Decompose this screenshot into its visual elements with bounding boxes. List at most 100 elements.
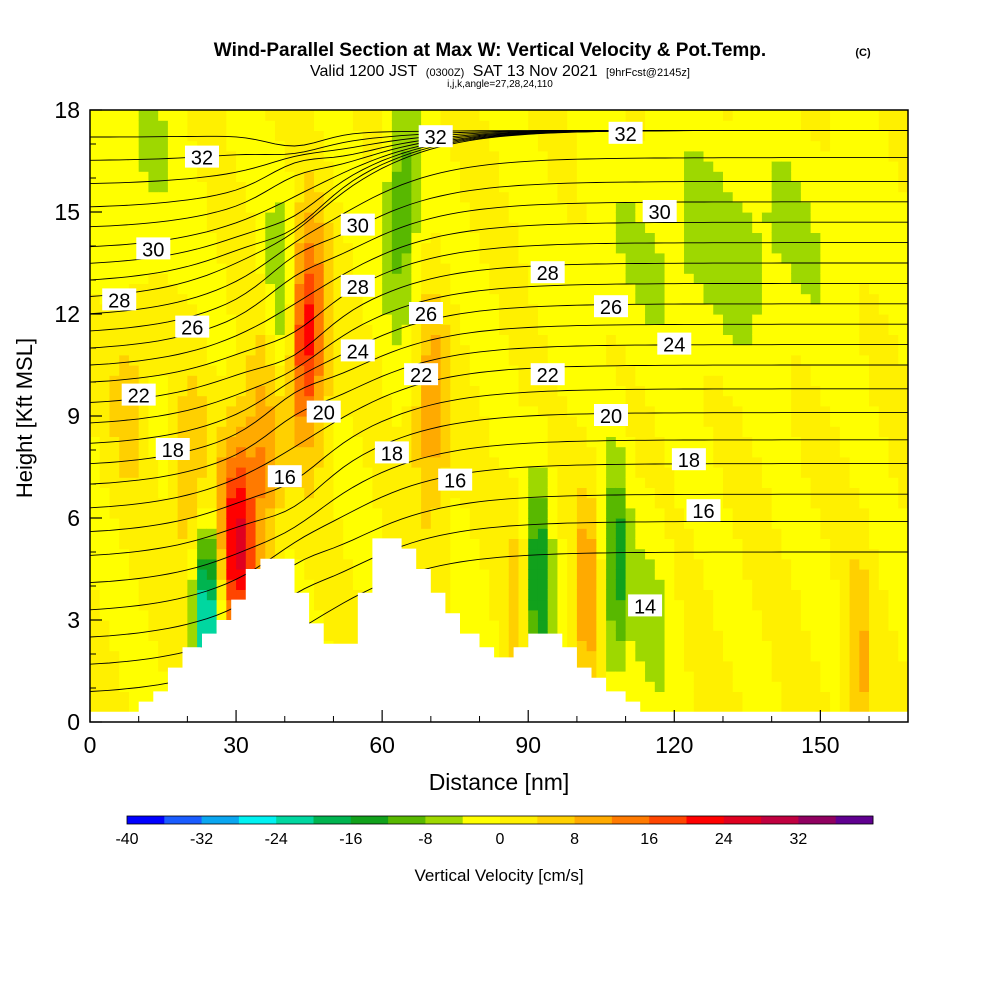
velocity-cell xyxy=(479,497,490,509)
velocity-cell xyxy=(352,181,364,193)
velocity-cell xyxy=(800,650,812,662)
velocity-cell xyxy=(537,620,549,631)
velocity-cell xyxy=(703,314,714,325)
velocity-cell xyxy=(236,303,247,315)
velocity-cell xyxy=(684,528,695,539)
velocity-cell xyxy=(791,222,802,233)
velocity-cell xyxy=(722,324,734,335)
velocity-cell xyxy=(382,416,393,427)
velocity-cell xyxy=(245,161,257,172)
velocity-cell xyxy=(99,497,111,509)
velocity-cell xyxy=(391,120,403,131)
velocity-cell xyxy=(781,344,792,356)
velocity-cell xyxy=(732,314,744,325)
velocity-cell xyxy=(440,181,451,193)
velocity-cell xyxy=(508,283,520,295)
velocity-cell xyxy=(810,548,821,560)
velocity-cell xyxy=(878,334,890,346)
velocity-cell xyxy=(187,609,198,621)
velocity-cell xyxy=(333,222,344,233)
velocity-cell xyxy=(313,252,325,264)
velocity-cell xyxy=(382,273,393,284)
velocity-cell xyxy=(830,375,841,386)
velocity-cell xyxy=(596,456,607,468)
velocity-cell xyxy=(245,416,257,427)
velocity-cell xyxy=(90,283,101,295)
velocity-cell xyxy=(664,528,675,539)
velocity-cell xyxy=(343,314,354,325)
velocity-cell xyxy=(791,528,802,539)
velocity-cell xyxy=(489,120,500,131)
velocity-cell xyxy=(625,446,636,458)
velocity-cell xyxy=(596,324,607,335)
velocity-cell xyxy=(859,548,870,560)
velocity-cell xyxy=(830,130,841,142)
velocity-cell xyxy=(557,283,568,295)
velocity-cell xyxy=(508,416,520,427)
velocity-cell xyxy=(674,620,685,631)
velocity-cell xyxy=(596,171,607,182)
velocity-cell xyxy=(752,171,763,182)
velocity-cell xyxy=(830,701,841,713)
velocity-cell xyxy=(761,701,773,713)
velocity-cell xyxy=(138,293,150,305)
velocity-cell xyxy=(781,293,792,305)
velocity-cell xyxy=(781,212,792,223)
velocity-cell xyxy=(654,232,666,244)
velocity-cell xyxy=(265,497,276,509)
velocity-cell xyxy=(664,599,675,611)
velocity-cell xyxy=(693,120,705,131)
velocity-cell xyxy=(275,344,286,356)
velocity-cell xyxy=(362,487,374,499)
velocity-cell xyxy=(625,467,636,478)
velocity-cell xyxy=(703,456,714,468)
velocity-cell xyxy=(362,426,374,437)
velocity-cell xyxy=(635,436,646,448)
velocity-cell xyxy=(528,314,539,325)
velocity-cell xyxy=(567,171,578,182)
velocity-cell xyxy=(99,334,111,346)
velocity-cell xyxy=(791,140,802,152)
velocity-cell xyxy=(810,344,821,356)
velocity-cell xyxy=(674,691,685,703)
velocity-cell xyxy=(693,273,705,284)
velocity-cell xyxy=(761,212,773,223)
velocity-cell xyxy=(800,528,812,539)
velocity-cell xyxy=(742,252,753,264)
velocity-cell xyxy=(119,405,130,417)
velocity-cell xyxy=(537,334,549,346)
velocity-cell xyxy=(313,365,325,376)
velocity-cell xyxy=(742,630,753,641)
velocity-cell xyxy=(557,538,568,550)
velocity-cell xyxy=(518,130,529,142)
velocity-cell xyxy=(800,222,812,233)
velocity-cell xyxy=(528,507,539,519)
velocity-cell xyxy=(528,477,539,488)
velocity-cell xyxy=(226,212,237,223)
velocity-cell xyxy=(800,375,812,386)
velocity-cell xyxy=(411,385,422,397)
velocity-cell xyxy=(119,375,130,386)
velocity-cell xyxy=(791,446,802,458)
velocity-cell xyxy=(119,671,130,682)
velocity-cell xyxy=(362,314,374,325)
velocity-cell xyxy=(878,609,890,621)
velocity-cell xyxy=(693,263,705,274)
velocity-cell xyxy=(839,640,851,652)
velocity-cell xyxy=(810,630,821,641)
velocity-cell xyxy=(567,548,578,560)
velocity-cell xyxy=(771,416,783,427)
velocity-cell xyxy=(606,579,617,590)
velocity-cell xyxy=(713,150,724,162)
velocity-cell xyxy=(869,538,880,550)
velocity-cell xyxy=(752,671,763,682)
velocity-cell xyxy=(333,620,344,631)
velocity-cell xyxy=(849,589,860,601)
velocity-cell xyxy=(791,150,802,162)
velocity-cell xyxy=(888,589,899,601)
velocity-cell xyxy=(869,212,880,223)
velocity-cell xyxy=(421,385,432,397)
velocity-cell xyxy=(265,436,276,448)
velocity-cell xyxy=(888,365,899,376)
